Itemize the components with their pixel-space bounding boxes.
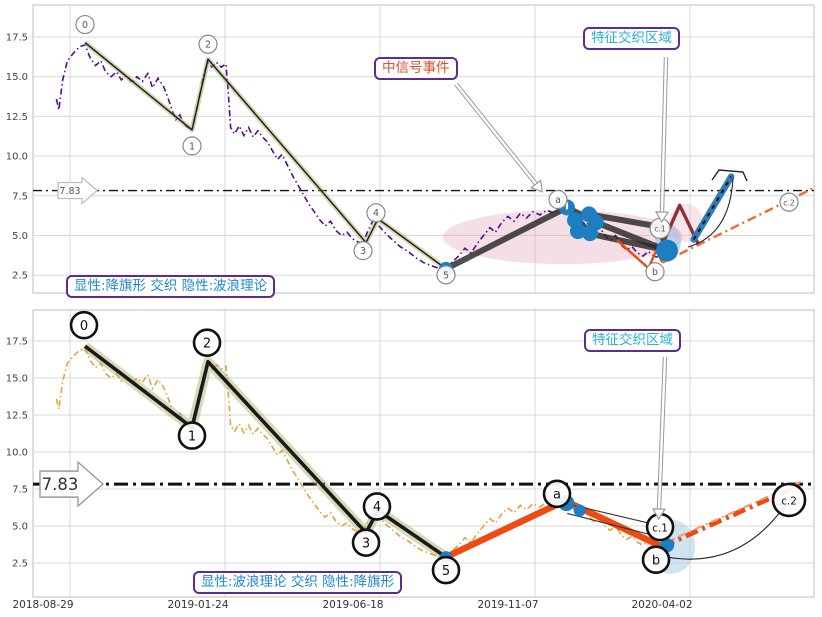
wave-label-text: a: [553, 488, 561, 503]
wave-label-text: 5: [442, 564, 450, 579]
price-line-orange: [55, 347, 660, 559]
wave-label-circle[interactable]: [351, 528, 381, 557]
wave-label-circle[interactable]: [645, 262, 665, 282]
signal-dot: [582, 225, 599, 242]
wedge-line: [567, 512, 649, 535]
wave-label-text: c.2: [783, 199, 795, 208]
wave-label-text: 5: [443, 270, 449, 281]
panel-background: [32, 309, 815, 598]
wave-label-text: 1: [189, 141, 195, 152]
wave-label-text: b: [652, 553, 660, 568]
wave-label-circle[interactable]: [431, 555, 461, 585]
x-tick-label: 2018-08-29: [12, 599, 73, 611]
y-tick-label: 7.5: [12, 485, 28, 496]
flag-segment: [442, 204, 570, 272]
wave-label-circle[interactable]: [69, 310, 99, 340]
wave-label-circle[interactable]: [75, 14, 95, 35]
y-tick-label: 2.5: [12, 271, 28, 282]
y-tick-label: 12.5: [6, 411, 28, 422]
x-tick-label: 2019-01-24: [167, 599, 228, 611]
wave-label-text: c.1: [654, 225, 666, 234]
y-tick-label: 15.0: [6, 72, 28, 83]
maroon-zigzag: [656, 203, 701, 256]
wave-label-circle[interactable]: [771, 482, 807, 518]
mid-signal-arrow-head: [530, 179, 543, 193]
wave-label-text: 4: [373, 500, 381, 515]
wave-label-text: 0: [82, 20, 88, 31]
y-tick-label: 10.0: [6, 152, 28, 163]
wave-label-text: 3: [362, 536, 370, 551]
feature-zone-label-top[interactable]: 特征交织区域: [583, 27, 680, 50]
y-tick-label: 17.5: [6, 33, 28, 44]
x-tick-label: 2020-04-02: [631, 599, 692, 611]
wave-label-text: a: [555, 195, 561, 206]
y-tick-label: 12.5: [6, 112, 28, 123]
wave-label-circle[interactable]: [192, 328, 222, 358]
y-tick-label: 5.0: [12, 522, 28, 533]
threshold-value: 7.83: [42, 475, 79, 494]
feature-zone-label-bottom[interactable]: 特征交织区域: [584, 329, 681, 352]
feature-zone-arrow-top-inner: [660, 56, 668, 213]
feature-zone-arrow-bottom-head: [651, 508, 667, 521]
wave-line-thin: [84, 42, 447, 270]
mid-signal-event-label[interactable]: 中信号事件: [374, 57, 458, 80]
threshold-arrow-top[interactable]: [57, 176, 98, 205]
mid-signal-arrow-inner: [455, 83, 537, 185]
top-panel-caption[interactable]: 显性:降旗形 交织 隐性:波浪理论: [66, 275, 276, 298]
wave-label-text: c.2: [781, 496, 797, 508]
y-tick-label: 2.5: [12, 559, 28, 570]
signal-dot: [573, 504, 586, 517]
y-tick-label: 15.0: [6, 374, 28, 385]
wave-label-text: 3: [360, 246, 366, 257]
panel-background: [32, 4, 815, 294]
wave-label-circle[interactable]: [366, 203, 386, 223]
threshold-value: 7.83: [59, 186, 80, 197]
feature-zone-arrow-bottom-inner: [657, 356, 667, 510]
wave-label-text: 2: [205, 40, 211, 51]
signal-dot: [569, 223, 586, 240]
feature-zone-arrow-top-head: [654, 211, 670, 224]
wave-label-text: 4: [373, 208, 379, 219]
wave-label-circle[interactable]: [177, 421, 207, 450]
y-tick-label: 10.0: [6, 448, 28, 459]
wave-label-text: 0: [80, 319, 88, 334]
wave-label-circle[interactable]: [198, 34, 218, 54]
y-tick-label: 7.5: [12, 191, 28, 202]
wave-label-text: b: [652, 267, 658, 278]
x-tick-label: 2019-11-07: [477, 599, 538, 611]
wave-label-circle[interactable]: [436, 265, 456, 285]
wave-label-circle[interactable]: [542, 479, 572, 509]
curve-annotation-bottom: [666, 503, 787, 560]
wave-label-text: 1: [188, 429, 196, 444]
wave-label-circle[interactable]: [779, 192, 799, 212]
curve-annotation-top: [687, 177, 734, 248]
wave-label-circle[interactable]: [641, 545, 671, 575]
wave-label-circle[interactable]: [362, 492, 392, 521]
wave-line-bold: [83, 344, 448, 559]
x-tick-label: 2019-06-18: [322, 599, 383, 611]
blue-trend-dashes: [692, 176, 733, 241]
wave-label-text: c.1: [652, 523, 668, 535]
trend-top-bracket: [711, 169, 748, 182]
wave-label-text: 2: [203, 336, 211, 351]
highlight-ellipse: [442, 210, 683, 265]
wave-label-circle[interactable]: [548, 189, 568, 210]
threshold-arrow-bottom[interactable]: [39, 460, 105, 508]
signal-dot-large: [656, 239, 679, 262]
y-tick-label: 5.0: [12, 231, 28, 242]
wave-label-circle[interactable]: [353, 241, 373, 261]
y-tick-label: 17.5: [6, 337, 28, 348]
bottom-panel-caption[interactable]: 显性:波浪理论 交织 隐性:降旗形: [193, 571, 403, 594]
wave-label-circle[interactable]: [182, 136, 202, 156]
